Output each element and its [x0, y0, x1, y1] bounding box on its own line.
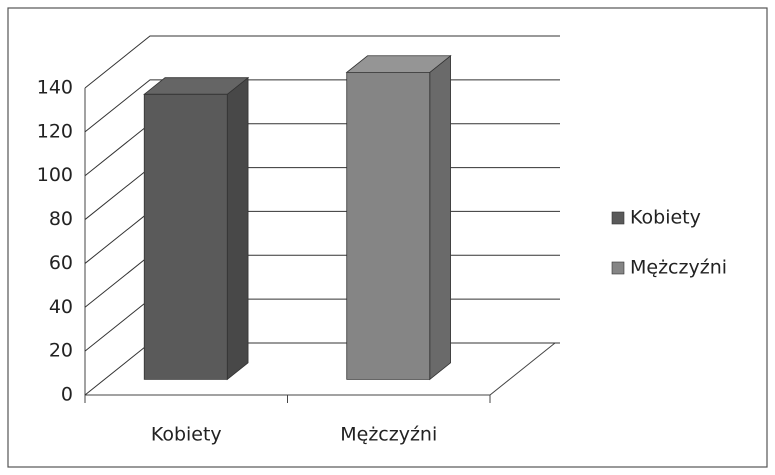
y-tick-label: 100	[37, 164, 73, 186]
y-tick-label: 40	[49, 296, 73, 318]
y-tick-label: 60	[49, 252, 73, 274]
grid-line	[84, 35, 560, 89]
bar-side	[226, 76, 249, 381]
legend-swatch	[611, 261, 625, 275]
y-tick-label: 80	[49, 208, 73, 230]
y-tick-label: 0	[61, 384, 73, 406]
legend-label: Kobiety	[630, 207, 701, 229]
bar-side	[429, 54, 451, 381]
bar-front	[143, 93, 228, 380]
bar-front	[346, 72, 431, 380]
y-tick-label: 120	[37, 120, 73, 142]
y-tick-label: 20	[49, 340, 73, 362]
legend-label: Mężczyźni	[630, 257, 727, 279]
x-tick-label: Mężczyźni	[340, 424, 437, 446]
legend-swatch	[611, 211, 625, 225]
x-tick-label: Kobiety	[151, 424, 222, 446]
y-tick-label: 140	[37, 77, 73, 99]
